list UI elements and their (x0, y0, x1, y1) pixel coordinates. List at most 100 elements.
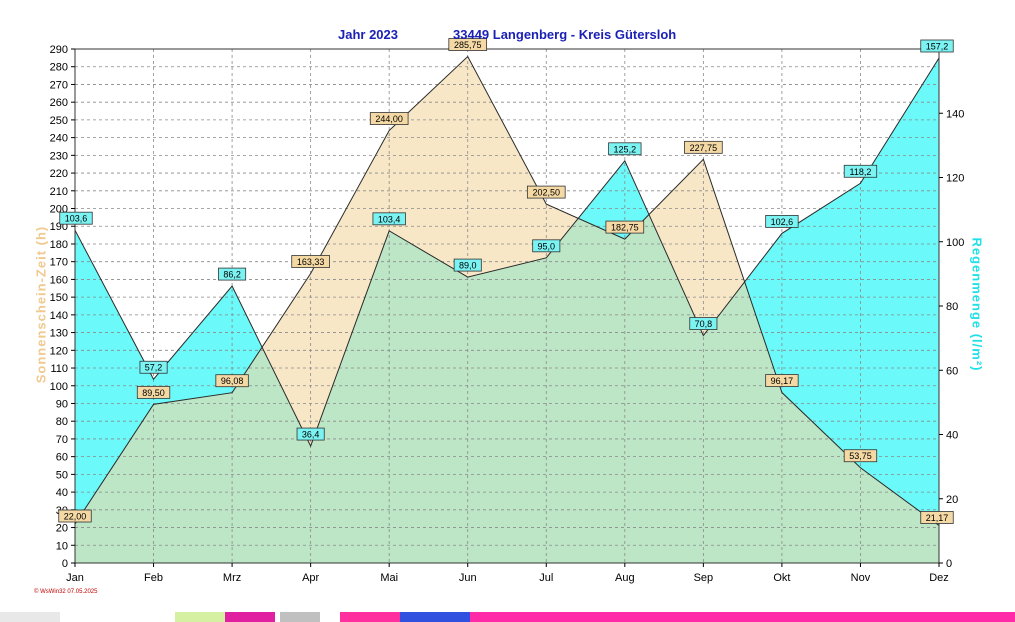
rain-data-label: 103,4 (378, 214, 401, 224)
y2-tick-label: 0 (946, 558, 952, 570)
sunshine-data-label-box (369, 112, 409, 125)
sunshine-data-label: 96,17 (771, 376, 794, 386)
chart-location-title: 33449 Langenberg - Kreis Gütersloh (453, 27, 677, 42)
overlap-area (75, 57, 939, 564)
rain-data-label: 86,2 (223, 270, 241, 280)
rain-data-label-box (608, 142, 642, 156)
x-tick-label: Sep (694, 572, 714, 584)
rain-data-label-box (689, 317, 718, 330)
sunshine-data-label-box (215, 374, 249, 388)
rain-data-label-box (920, 39, 954, 53)
x-tick-label: Mrz (223, 572, 241, 584)
y-tick-label: 100 (50, 381, 68, 393)
footer-credit: © WsWin32 07.05.2025 (34, 589, 98, 595)
rain-data-label: 57,2 (145, 363, 163, 373)
rain-data-label: 95,0 (538, 241, 556, 251)
y2-tick-label: 120 (946, 173, 964, 185)
y2-tick-label: 140 (946, 108, 964, 120)
y-tick-label: 180 (50, 239, 68, 251)
sunshine-data-label-box (136, 385, 171, 399)
rain-data-label: 36,4 (302, 430, 320, 440)
y-tick-label: 260 (50, 97, 68, 109)
y-tick-label: 170 (50, 257, 68, 269)
rain-data-label: 125,2 (614, 144, 637, 154)
x-tick-label: Jul (539, 572, 553, 584)
y-tick-label: 70 (56, 434, 68, 446)
sunshine-data-label: 244,00 (375, 114, 403, 124)
y-tick-label: 140 (50, 310, 68, 322)
y2-tick-label: 60 (946, 365, 958, 377)
y-tick-label: 50 (56, 469, 68, 481)
y2-tick-label: 100 (946, 237, 964, 249)
taskbar-strip (0, 610, 1015, 622)
rain-data-label: 103,6 (65, 214, 88, 224)
x-tick-label: Aug (615, 572, 635, 584)
sunshine-data-label-box (526, 185, 566, 199)
y-tick-label: 150 (50, 292, 68, 304)
y-tick-label: 130 (50, 328, 68, 340)
x-tick-label: Nov (851, 572, 871, 584)
rain-data-label-box (765, 214, 799, 228)
sunshine-data-label-box (291, 255, 330, 268)
rain-data-label-box (139, 360, 168, 374)
rain-data-label: 89,0 (459, 261, 477, 271)
y-tick-label: 0 (62, 558, 68, 570)
sunshine-data-label: 285,75 (454, 40, 482, 50)
sunshine-data-label-box (920, 511, 954, 524)
rain-data-label: 102,6 (771, 217, 794, 227)
sunshine-data-label: 227,75 (690, 143, 718, 153)
y-tick-label: 210 (50, 186, 68, 198)
sunshine-data-label-box (605, 220, 645, 234)
rain-data-label: 157,2 (926, 41, 949, 51)
sunshine-data-label: 89,50 (142, 388, 165, 398)
y2-tick-label: 20 (946, 494, 958, 506)
sunshine-data-label-box (843, 449, 878, 463)
rain-data-label-box (532, 239, 561, 253)
x-tick-label: Okt (773, 572, 790, 584)
rain-data-label-box (218, 267, 247, 281)
chart-year-title: Jahr 2023 (338, 27, 398, 42)
y-tick-label: 290 (50, 44, 68, 56)
y2-tick-label: 80 (946, 301, 958, 313)
y2-axis-title: Regenmenge (l/m²) (969, 237, 985, 372)
y2-tick-label: 40 (946, 430, 958, 442)
rain-data-label: 118,2 (850, 167, 872, 177)
x-tick-label: Mai (380, 572, 398, 584)
sunshine-data-label: 202,50 (533, 188, 561, 198)
y-tick-label: 280 (50, 62, 68, 74)
y-tick-label: 20 (56, 523, 68, 535)
y-tick-label: 10 (56, 540, 68, 552)
y-tick-label: 250 (50, 115, 68, 127)
sunshine-data-label-box (684, 140, 723, 154)
sunshine-data-label: 96,08 (221, 376, 244, 386)
rain-data-label-box (843, 164, 878, 178)
x-tick-label: Feb (144, 572, 163, 584)
y-tick-label: 60 (56, 452, 68, 464)
y-tick-label: 120 (50, 345, 68, 357)
rain-data-label-box (453, 258, 482, 272)
y-tick-label: 80 (56, 416, 68, 428)
sunshine-data-label: 21,17 (926, 513, 949, 523)
y-tick-label: 90 (56, 398, 68, 410)
y-tick-label: 230 (50, 150, 68, 162)
x-tick-label: Dez (929, 572, 949, 584)
x-tick-label: Jan (66, 572, 84, 584)
sunshine-line (74, 55, 940, 526)
rain-data-label: 70,8 (695, 319, 713, 329)
y-tick-label: 240 (50, 133, 68, 145)
y-tick-label: 110 (50, 363, 68, 375)
y-axis-title: Sonnenschein-Zeit (h) (33, 225, 49, 384)
x-tick-label: Apr (302, 572, 319, 584)
rain-data-label-box (296, 427, 325, 441)
sunshine-data-label: 22,00 (64, 512, 87, 522)
sunshine-data-label-box (765, 374, 799, 387)
rain-data-label-box (372, 212, 406, 226)
sunshine-data-label-box (58, 509, 92, 523)
sunshine-data-label: 182,75 (611, 223, 639, 233)
y-tick-label: 220 (50, 168, 68, 180)
y-tick-label: 270 (50, 79, 68, 91)
x-tick-label: Jun (459, 572, 477, 584)
rain-data-label-box (59, 211, 93, 225)
sunshine-data-label: 53,75 (849, 451, 872, 461)
